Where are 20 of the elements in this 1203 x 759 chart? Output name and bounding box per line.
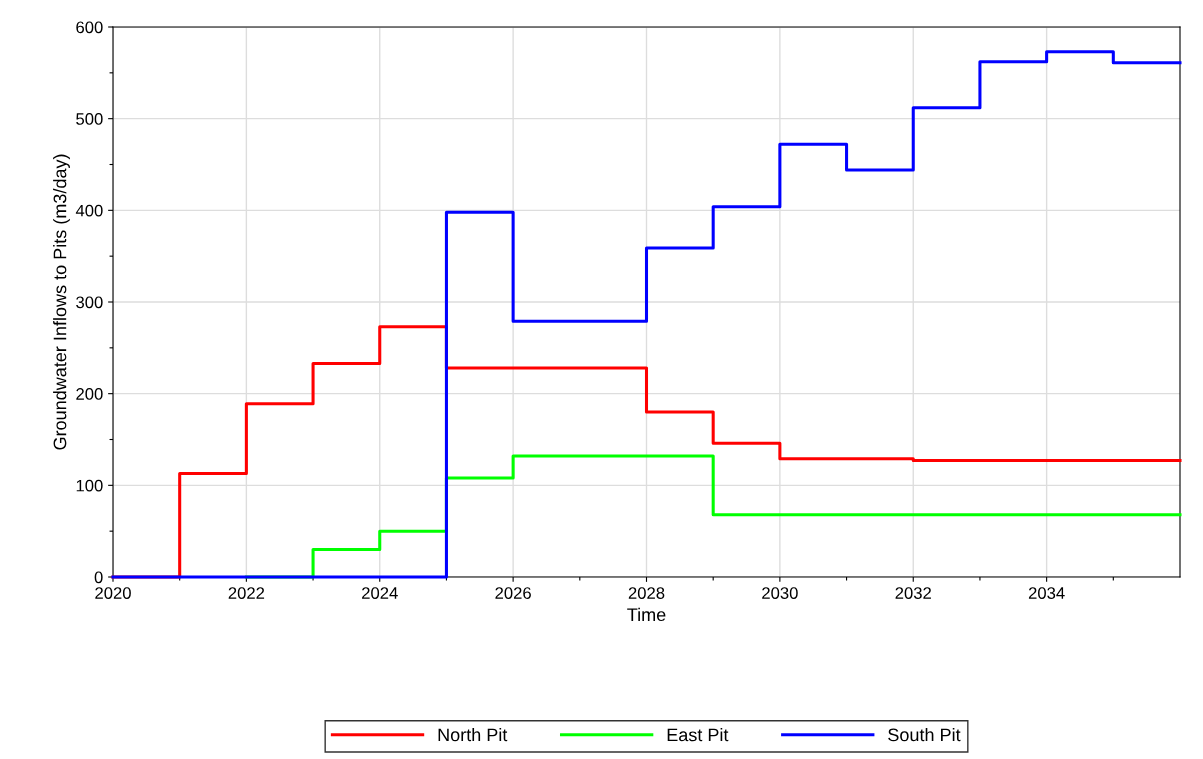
y-axis-title: Groundwater Inflows to Pits (m3/day): [53, 154, 70, 450]
legend-label: South Pit: [888, 728, 961, 742]
y-tick-label: 500: [76, 113, 103, 125]
y-tick-label: 400: [75, 204, 103, 217]
x-axis-title: Time: [627, 607, 666, 622]
x-tick-label: 2022: [228, 587, 265, 599]
legend-label: North Pit: [438, 728, 508, 742]
x-tick-label: 2030: [762, 587, 798, 599]
y-tick-label: 100: [76, 479, 103, 492]
x-tick-label: 2028: [628, 587, 665, 599]
x-tick-label: 2024: [362, 587, 398, 599]
y-tick-label: 300: [76, 296, 103, 309]
x-tick-label: 2032: [895, 587, 931, 599]
y-tick-label: 200: [76, 388, 103, 400]
y-tick-label: 0: [94, 571, 103, 584]
legend-label: East Pit: [667, 728, 729, 742]
x-tick-label: 2026: [495, 587, 531, 599]
x-tick-label: 2034: [1028, 587, 1065, 599]
x-tick-label: 2020: [95, 587, 131, 599]
y-tick-label: 600: [76, 21, 103, 34]
